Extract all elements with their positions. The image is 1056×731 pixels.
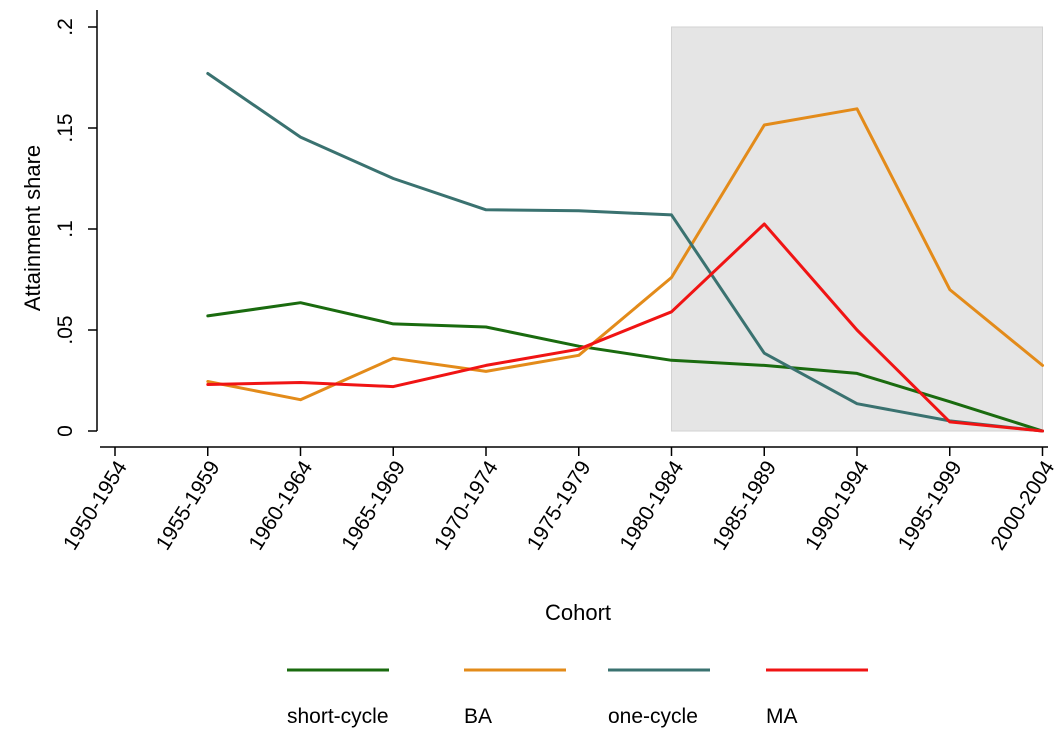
y-tick-label: .1	[54, 220, 77, 238]
y-tick-label: .2	[54, 18, 77, 36]
y-tick-label: .05	[54, 315, 77, 344]
series-line-short-cycle	[206, 301, 1044, 433]
series-line-one-cycle	[206, 72, 1044, 433]
shaded-region	[671, 26, 1043, 432]
legend-label: BA	[464, 705, 492, 728]
series-lines	[206, 72, 1044, 433]
y-tick-label: 0	[54, 425, 77, 437]
x-tick-label: 1965-1969	[337, 457, 410, 554]
x-tick-label: 1985-1989	[708, 457, 781, 554]
shaded-region-layer	[671, 26, 1043, 432]
x-tick-label: 1975-1979	[523, 457, 596, 554]
x-tick-label: 1960-1964	[245, 457, 318, 555]
y-axis-title: Attainment share	[20, 145, 45, 311]
series-line-ma	[206, 222, 1044, 433]
x-tick-label: 1950-1954	[59, 457, 132, 555]
x-tick-label: 1990-1994	[801, 457, 874, 555]
legend-label: short-cycle	[287, 705, 389, 728]
x-tick-label: 2000-2004	[987, 457, 1056, 555]
legend-label: one-cycle	[608, 705, 698, 728]
x-tick-label: 1955-1959	[152, 457, 225, 554]
y-tick-label: .15	[54, 113, 77, 142]
x-tick-label: 1970-1974	[430, 457, 503, 555]
x-tick-label: 1980-1984	[616, 457, 689, 555]
x-axis-title: Cohort	[545, 600, 611, 625]
x-tick-label: 1995-1999	[894, 457, 967, 554]
legend-label: MA	[766, 705, 798, 728]
series-line-ba	[206, 107, 1044, 402]
legend: short-cycle BA one-cycle MA	[287, 668, 868, 728]
